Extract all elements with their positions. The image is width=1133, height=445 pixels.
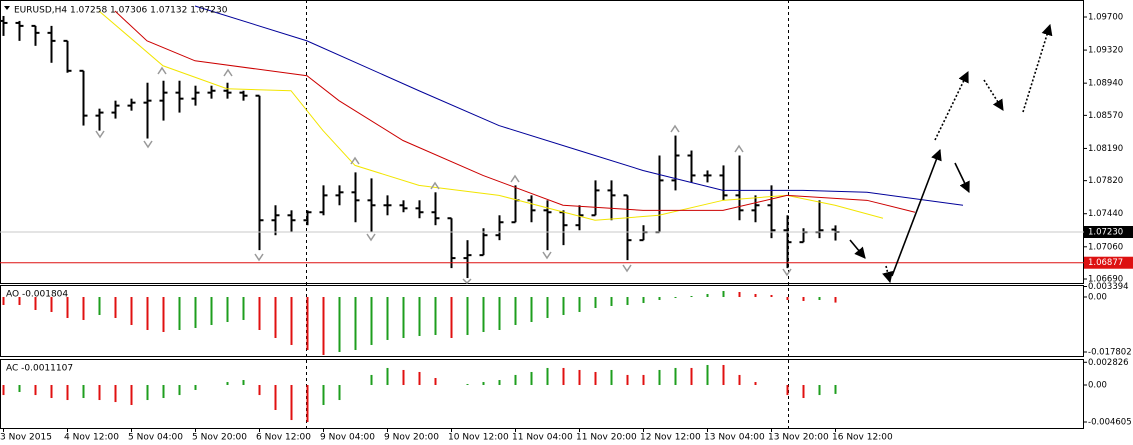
panel-title: EURUSD,H4 1.07258 1.07306 1.07132 1.0723… <box>14 6 228 16</box>
y-tick-label: 1.07060 <box>1088 242 1123 252</box>
last-price-box <box>1084 225 1133 238</box>
fractal-marker <box>366 233 376 242</box>
y-tick-label: 1.08190 <box>1088 144 1123 154</box>
x-tick-label: 6 Nov 12:00 <box>256 433 311 443</box>
forecast-arrow <box>849 239 866 259</box>
x-tick-label: 9 Nov 20:00 <box>384 433 439 443</box>
ac-panel-frame <box>0 359 1084 429</box>
fractal-marker <box>734 144 744 153</box>
y-tick-label: 1.08570 <box>1088 111 1123 121</box>
fractal-marker <box>143 140 153 149</box>
forecast-arrow <box>954 162 970 194</box>
y-tick-label: 0.00 <box>1088 292 1107 302</box>
fractal-marker <box>157 66 167 75</box>
fractal-marker <box>782 268 792 277</box>
y-tick-label: 0.003394 <box>1088 282 1129 292</box>
y-tick-label: -0.017802 <box>1088 348 1132 358</box>
x-tick-label: 5 Nov 20:00 <box>192 433 247 443</box>
y-tick-label: 1.09700 <box>1088 13 1123 23</box>
x-tick-label: 5 Nov 04:00 <box>128 433 183 443</box>
forecast-arrow <box>882 265 893 284</box>
y-tick-label: 1.07440 <box>1088 209 1123 219</box>
fractals <box>95 66 792 285</box>
x-tick-label: 16 Nov 12:00 <box>832 433 893 443</box>
level-label-box <box>1084 256 1133 269</box>
x-tick-label: 13 Nov 20:00 <box>768 433 829 443</box>
main-panel-frame <box>0 0 1084 284</box>
fractal-marker <box>223 68 233 77</box>
fractal-marker <box>462 278 472 285</box>
fractal-marker <box>510 174 520 183</box>
x-tick-label: 13 Nov 04:00 <box>704 433 765 443</box>
x-tick-label: 11 Nov 20:00 <box>576 433 637 443</box>
x-tick-label: 4 Nov 12:00 <box>64 433 119 443</box>
y-tick-label: 1.09320 <box>1088 46 1123 56</box>
fractal-marker <box>542 251 552 260</box>
x-tick-label: 9 Nov 04:00 <box>320 433 375 443</box>
x-tick-label: 10 Nov 12:00 <box>448 433 509 443</box>
x-tick-label: 11 Nov 04:00 <box>512 433 573 443</box>
y-tick-label: 0.002826 <box>1088 358 1129 368</box>
fractal-marker <box>350 156 360 165</box>
fractal-marker <box>430 181 440 190</box>
forecast-arrow <box>891 148 942 277</box>
forecast-arrow <box>1022 23 1053 113</box>
menu-triangle[interactable] <box>4 6 10 10</box>
last-price-label: 1.07230 <box>1088 227 1123 237</box>
y-tick-label: 1.07820 <box>1088 176 1123 186</box>
x-tick-label: 12 Nov 12:00 <box>640 433 701 443</box>
x-tick-label: 3 Nov 2015 <box>0 433 52 443</box>
moving-average <box>114 10 916 213</box>
fractal-marker <box>622 264 632 273</box>
y-tick-label: 0.00 <box>1088 380 1107 390</box>
panel-title: AO -0.001804 <box>6 290 68 300</box>
forecast-arrow <box>983 79 1004 111</box>
moving-average <box>98 10 884 221</box>
fractal-marker <box>254 253 264 262</box>
level-label: 1.06877 <box>1088 258 1123 268</box>
moving-average <box>194 5 964 206</box>
y-tick-label: 1.08940 <box>1088 79 1123 89</box>
y-tick-label: 1.06690 <box>1088 274 1123 284</box>
forecast-arrow <box>934 70 969 141</box>
frames <box>0 0 1084 429</box>
panel-title: AC -0.0011107 <box>6 364 73 374</box>
forecast-arrows <box>849 23 1053 284</box>
y-tick-label: -0.004605 <box>1088 418 1132 428</box>
marks <box>0 5 1084 423</box>
ao-panel-frame <box>0 285 1084 357</box>
fractal-marker <box>95 130 105 139</box>
fractal-marker <box>670 124 680 133</box>
